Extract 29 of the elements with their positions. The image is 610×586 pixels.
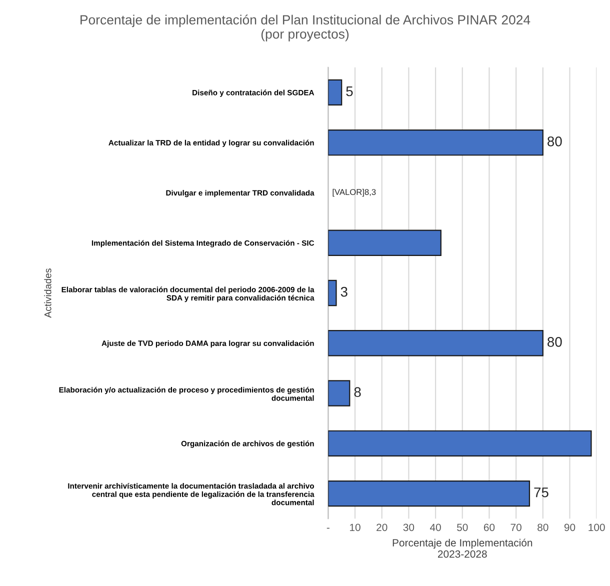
bar [328,430,592,456]
x-tick-label: 40 [430,524,441,532]
data-label: 80 [548,136,562,146]
x-tick-label: 30 [403,524,414,532]
bar [328,79,342,106]
data-label: 75 [534,488,548,498]
bar [328,230,442,256]
x-tick-label: 90 [564,524,576,532]
bar [328,280,337,306]
data-label: 5 [346,86,353,96]
data-label: 8 [354,387,361,397]
bar [328,480,530,507]
bar [328,330,544,356]
x-tick-label: 80 [538,524,548,532]
bar [328,130,544,156]
x-tick-label: 50 [457,524,468,532]
x-tick-label: 100 [588,524,605,532]
chart-title: Porcentaje de implementación del Plan Institucional de Archivos PINAR 2024 (por proyectos) [80,14,530,42]
x-tick-label: 60 [484,524,495,532]
y-axis-title: Actividades [44,268,52,318]
bar [328,380,350,406]
x-tick-label: 10 [350,524,360,532]
data-label: 80 [548,337,562,347]
data-label: 3 [340,286,348,297]
x-tick-label: 70 [510,524,522,532]
x-axis-title: Porcentaje de Implementación 2023-2028 [392,538,532,558]
x-tick-label: - [326,528,330,529]
x-tick-label: 20 [376,524,388,532]
text: [VALOR]8,3 [332,188,376,197]
